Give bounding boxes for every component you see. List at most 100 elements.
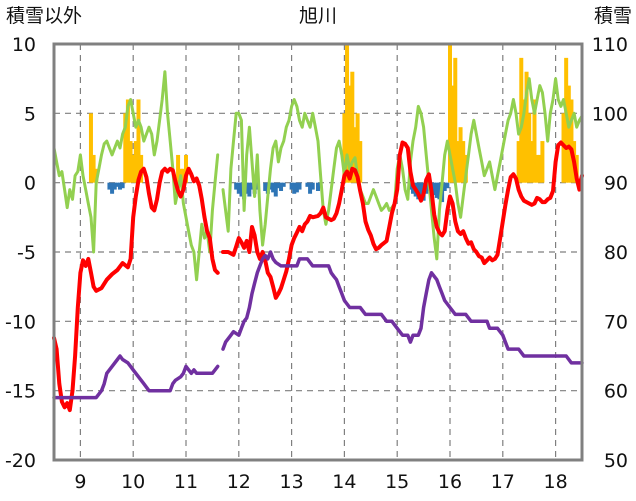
bar-positive (521, 99, 526, 183)
bar-positive (532, 99, 537, 183)
series-line-green (52, 70, 220, 282)
left-tick-label: -5 (17, 242, 36, 264)
bar-negative (292, 182, 297, 194)
bar-positive (569, 99, 574, 183)
right-axis-label: 積雪 (594, 5, 632, 27)
bar-positive (350, 71, 355, 183)
right-ticks: 110 100 90 80 70 60 50 (592, 34, 628, 472)
bar-negative (281, 182, 286, 187)
bar-negative (271, 182, 276, 193)
x-tick-label: 15 (385, 471, 409, 493)
bar-positive (516, 141, 521, 183)
x-tick-label: 11 (174, 471, 198, 493)
bar-negative (234, 182, 239, 190)
right-tick-label: 50 (604, 450, 628, 472)
bar-negative (239, 182, 244, 197)
right-tick-label: 90 (604, 173, 628, 195)
bar-negative (297, 182, 302, 190)
bar-negative (432, 182, 437, 196)
series-lines (52, 70, 584, 413)
series-line-red (221, 140, 584, 300)
bar-negative (437, 182, 442, 200)
right-tick-label: 100 (592, 103, 628, 125)
right-tick-label: 110 (592, 34, 628, 56)
bar-negative (305, 182, 310, 187)
bar-negative (268, 182, 273, 190)
bar-positive (358, 141, 363, 183)
bar-negative (247, 182, 252, 197)
bar-negative (408, 182, 413, 190)
bar-negative (120, 182, 125, 189)
bar-negative (112, 182, 117, 190)
x-tick-label: 17 (491, 471, 515, 493)
x-ticks: 9 10 11 12 13 14 15 16 17 18 (74, 471, 567, 493)
left-tick-label: -20 (5, 450, 36, 472)
bar-positive (88, 113, 93, 183)
chart-title: 旭川 (299, 5, 337, 27)
bar-negative (118, 182, 122, 190)
bar-negative (236, 182, 241, 194)
series-line-purple (221, 250, 584, 365)
bar-positive (176, 154, 181, 183)
bar-negative (263, 182, 268, 191)
bar-negative (316, 182, 320, 191)
bar-positive (181, 168, 186, 183)
bar-negative (115, 182, 120, 187)
bar-positive (345, 44, 350, 183)
bar-positive (453, 57, 458, 183)
bar-negative (250, 182, 254, 190)
bar-negative (107, 182, 112, 190)
bar-positive (133, 141, 138, 183)
x-tick-label: 14 (332, 471, 356, 493)
left-axis-label: 積雪以外 (6, 5, 82, 27)
bar-positive (355, 113, 360, 183)
bar-negative (110, 182, 115, 194)
bar-positive (342, 113, 347, 183)
bar-positive (123, 113, 128, 183)
bar-positive (352, 127, 357, 183)
left-tick-label: 10 (12, 34, 36, 56)
series-line-purple (52, 354, 220, 400)
series-line-red (52, 166, 220, 413)
bar-positive (131, 154, 136, 183)
right-tick-label: 70 (604, 311, 628, 333)
bar-positive (566, 85, 571, 183)
bar-positive (125, 99, 130, 183)
bar-positive (537, 154, 542, 183)
left-tick-label: -15 (5, 381, 36, 403)
bar-positive (455, 141, 460, 183)
bar-positive (527, 113, 532, 183)
right-tick-label: 80 (604, 242, 628, 264)
x-tick-label: 9 (74, 471, 86, 493)
bar-positive (450, 85, 455, 183)
bar-positive (91, 154, 96, 183)
bar-positive (458, 127, 463, 183)
bar-positive (128, 141, 133, 183)
bar-negative (445, 182, 450, 189)
x-tick-label: 16 (438, 471, 462, 493)
plot-frame (52, 42, 584, 462)
left-tick-label: -10 (5, 311, 36, 333)
left-tick-label: 0 (24, 173, 36, 195)
series-line-green (221, 77, 584, 261)
bar-positive (448, 44, 452, 183)
x-tick-label: 12 (227, 471, 251, 493)
bar-positive (535, 154, 540, 183)
bar-negative (294, 182, 299, 193)
bar-negative (434, 182, 439, 198)
x-tick-label: 18 (544, 471, 568, 493)
bar-positive (540, 141, 545, 183)
bar-negative (273, 182, 278, 197)
bar-negative (418, 182, 423, 197)
x-tick-label: 13 (280, 471, 304, 493)
x-tick-label: 10 (121, 471, 145, 493)
bar-negative (276, 182, 281, 189)
bar-positive (136, 99, 141, 183)
bar-negative (244, 182, 249, 194)
right-tick-label: 60 (604, 381, 628, 403)
bar-negative (442, 182, 447, 191)
bar-negative (279, 182, 284, 191)
bar-negative (289, 182, 294, 190)
bar-negative (310, 182, 315, 190)
